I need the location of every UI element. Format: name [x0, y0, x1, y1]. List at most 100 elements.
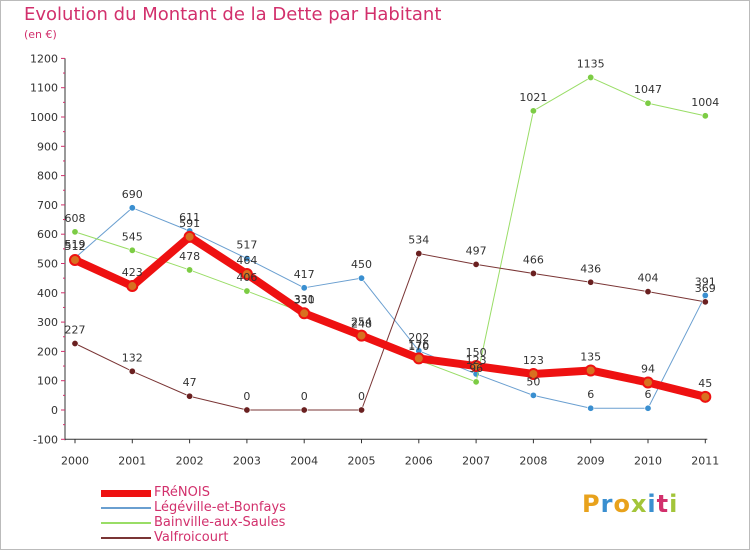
- x-tick-label: 2004: [290, 454, 318, 467]
- data-label-valfroicourt: 0: [358, 390, 365, 403]
- data-point-valfroicourt: [415, 250, 423, 258]
- legend-swatch-valfroicourt: [101, 537, 151, 539]
- data-point-bainville: [701, 112, 709, 120]
- data-label-valfroicourt: 436: [580, 262, 601, 275]
- data-label-legeville: 517: [236, 239, 257, 252]
- proxiti-logo: Proxiti: [582, 490, 679, 518]
- data-label-frenois: 512: [65, 240, 86, 253]
- data-point-frenois: [699, 390, 712, 403]
- x-tick-label: 2008: [519, 454, 547, 467]
- data-point-frenois: [355, 329, 368, 342]
- data-label-frenois: 254: [351, 316, 372, 329]
- data-label-valfroicourt: 227: [65, 323, 86, 336]
- y-tick-label: 700: [37, 199, 58, 212]
- series-line-frenois: [71, 232, 710, 401]
- data-label-bainville: 1047: [634, 83, 662, 96]
- data-point-legeville: [243, 255, 251, 263]
- chart-title: Evolution du Montant de la Dette par Hab…: [24, 4, 442, 25]
- data-label-frenois: 135: [580, 350, 601, 363]
- data-label-legeville: 417: [294, 268, 315, 281]
- y-tick-label: 300: [37, 316, 58, 329]
- x-tick-label: 2001: [118, 454, 146, 467]
- data-label-frenois: 330: [294, 293, 315, 306]
- data-label-legeville: 519: [65, 238, 86, 251]
- data-label-bainville: 1004: [691, 96, 719, 109]
- x-tick-label: 2011: [691, 454, 719, 467]
- data-label-frenois: 45: [698, 377, 712, 390]
- x-tick-label: 2009: [577, 454, 605, 467]
- data-label-valfroicourt: 404: [638, 272, 659, 285]
- data-label-legeville: 6: [587, 388, 594, 401]
- x-tick-label: 2002: [176, 454, 204, 467]
- data-label-legeville: 123: [466, 354, 487, 367]
- data-point-valfroicourt: [472, 260, 480, 268]
- data-label-bainville: 1021: [519, 91, 547, 104]
- legend-swatch-bainville: [101, 522, 151, 524]
- data-point-frenois: [240, 268, 253, 281]
- data-point-valfroicourt: [71, 339, 79, 347]
- series-line-legeville: [74, 207, 706, 409]
- data-label-frenois: 150: [466, 346, 487, 359]
- data-point-valfroicourt: [243, 406, 251, 414]
- data-point-frenois: [527, 367, 540, 380]
- data-label-legeville: 391: [695, 275, 716, 288]
- data-point-valfroicourt: [357, 406, 365, 414]
- y-tick-label: 500: [37, 258, 58, 271]
- data-point-bainville: [71, 228, 79, 236]
- data-point-frenois: [642, 376, 654, 389]
- data-point-valfroicourt: [529, 269, 537, 277]
- data-label-bainville: 478: [179, 250, 200, 263]
- data-label-bainville: 1135: [577, 57, 605, 70]
- data-point-valfroicourt: [300, 406, 308, 414]
- data-point-bainville: [243, 287, 251, 295]
- data-point-legeville: [357, 274, 365, 282]
- data-label-bainville: 406: [236, 271, 257, 284]
- data-label-valfroicourt: 0: [301, 390, 308, 403]
- data-label-valfroicourt: 466: [523, 253, 544, 266]
- y-tick-label: 1100: [30, 82, 58, 95]
- y-tick-label: -100: [33, 433, 58, 446]
- data-label-bainville: 608: [65, 212, 86, 225]
- data-label-legeville: 202: [408, 331, 429, 344]
- data-label-frenois: 591: [179, 217, 200, 230]
- data-label-legeville: 6: [645, 388, 652, 401]
- data-point-bainville: [587, 73, 595, 81]
- data-label-bainville: 545: [122, 230, 143, 243]
- x-tick-label: 2000: [61, 454, 89, 467]
- series-line-bainville: [74, 76, 706, 383]
- data-point-valfroicourt: [128, 367, 136, 375]
- data-point-frenois: [298, 307, 311, 320]
- y-tick-label: 0: [51, 404, 58, 417]
- data-point-bainville: [529, 107, 537, 115]
- x-tick-label: 2006: [405, 454, 433, 467]
- data-label-frenois: 176: [408, 338, 429, 351]
- data-label-frenois: 123: [523, 354, 544, 367]
- data-point-valfroicourt: [186, 392, 194, 400]
- data-label-valfroicourt: 132: [122, 351, 143, 364]
- y-tick-label: 600: [37, 228, 58, 241]
- data-point-frenois: [412, 352, 425, 365]
- data-point-legeville: [644, 404, 652, 412]
- data-point-legeville: [128, 204, 136, 212]
- y-tick-label: 1000: [30, 111, 58, 124]
- data-point-valfroicourt: [644, 288, 652, 296]
- data-point-bainville: [186, 266, 194, 274]
- data-point-frenois: [584, 364, 597, 377]
- data-label-bainville: 248: [351, 317, 372, 330]
- data-label-frenois: 94: [641, 362, 655, 375]
- data-point-frenois: [126, 280, 139, 293]
- legend-label-bainville: Bainville-aux-Saules: [154, 515, 286, 530]
- x-tick-label: 2005: [348, 454, 376, 467]
- data-point-legeville: [300, 284, 308, 292]
- data-point-frenois: [183, 230, 196, 243]
- data-label-valfroicourt: 0: [243, 390, 250, 403]
- x-tick-label: 2007: [462, 454, 490, 467]
- y-tick-label: 800: [37, 170, 58, 183]
- y-tick-label: 100: [37, 375, 58, 388]
- legend-label-valfroicourt: Valfroicourt: [154, 530, 229, 545]
- data-point-legeville: [587, 404, 595, 412]
- data-label-frenois: 464: [236, 254, 257, 267]
